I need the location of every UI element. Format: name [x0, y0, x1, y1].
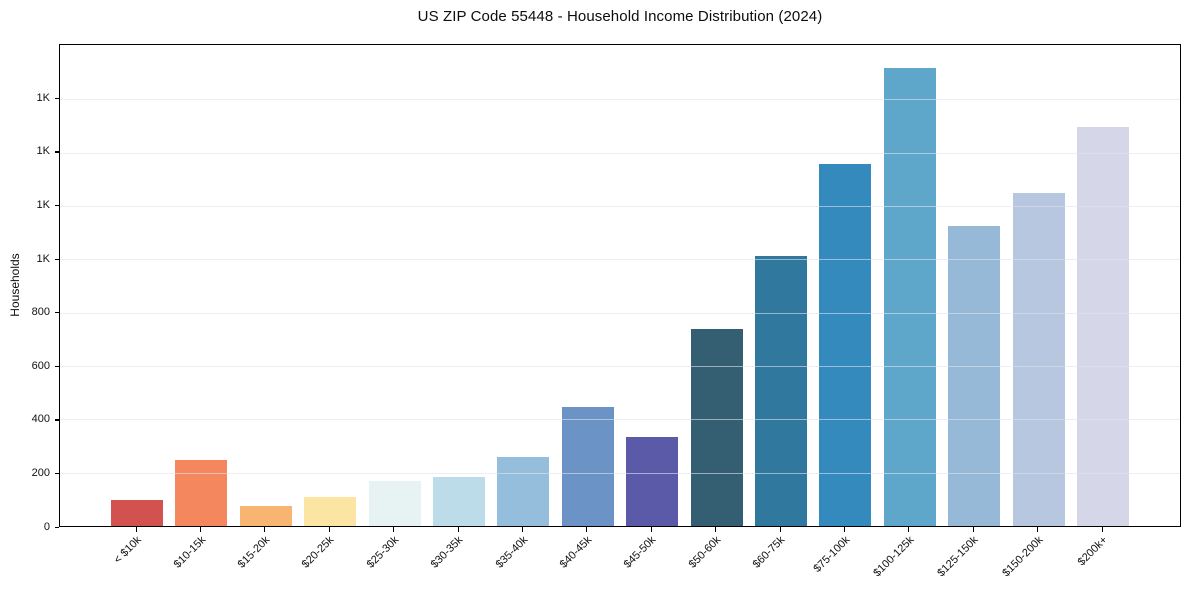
y-tick-label: 600: [31, 359, 50, 372]
x-tick-mark: [135, 527, 137, 532]
bar: [111, 500, 163, 526]
bar: [497, 457, 550, 526]
bar: [175, 459, 228, 526]
bar: [626, 437, 679, 526]
y-tick-label: 200: [31, 466, 50, 479]
gridline: [60, 419, 1180, 421]
x-tick-mark: [908, 527, 910, 532]
y-tick-label: 1K: [36, 252, 50, 265]
y-tick-mark: [55, 419, 59, 421]
bar: [948, 225, 1001, 526]
gridline: [60, 152, 1180, 154]
plot-area: [59, 44, 1181, 527]
x-tick-mark: [586, 527, 588, 532]
x-tick-label: $45-50k: [622, 534, 659, 571]
x-tick-mark: [264, 527, 266, 532]
x-tick-label: $30-35k: [428, 534, 466, 571]
x-tick-label: $15-20k: [235, 534, 273, 571]
y-axis: 0 200 400 600 800 1K 1K 1K 1K: [0, 44, 59, 533]
x-tick-label: < $10k: [111, 534, 144, 567]
x-tick-label: $40-45k: [557, 534, 595, 571]
y-tick-label: 1K: [36, 91, 50, 104]
bar: [755, 256, 807, 526]
x-tick-mark: [521, 527, 524, 532]
x-tick-mark: [199, 527, 202, 532]
x-tick-mark: [393, 527, 395, 532]
x-tick-mark: [715, 527, 717, 532]
x-tick-mark: [1101, 527, 1103, 532]
bar: [883, 67, 936, 526]
x-tick-mark: [779, 527, 781, 532]
x-axis: < $10k $10-15k $15-20k $20-25k $25-30k $30-35…: [59, 527, 1181, 590]
x-tick-mark: [328, 527, 330, 532]
y-tick-mark: [55, 526, 59, 528]
y-tick-mark: [55, 472, 59, 475]
x-tick-label: $35-40k: [493, 534, 530, 571]
x-tick-label: $125-150k: [935, 534, 981, 580]
x-tick-label: $50-60k: [686, 534, 724, 571]
x-tick-mark: [1037, 527, 1039, 532]
bar: [1012, 192, 1065, 526]
gridline: [60, 472, 1180, 474]
x-tick-label: $200k+: [1075, 534, 1110, 569]
x-tick-label: $100-125k: [871, 534, 917, 580]
y-tick-mark: [55, 97, 59, 100]
bar: [239, 506, 292, 526]
gridline: [60, 259, 1180, 261]
bar: [304, 497, 357, 526]
x-tick-label: $20-25k: [300, 534, 337, 571]
gridline: [60, 99, 1180, 101]
x-tick-label: $150-200k: [999, 534, 1046, 580]
bar: [690, 328, 743, 526]
bar: [561, 407, 614, 526]
bar: [819, 163, 872, 526]
x-tick-mark: [972, 527, 974, 532]
gridline: [60, 365, 1180, 367]
bar: [368, 481, 421, 526]
y-tick-label: 800: [31, 306, 50, 319]
x-tick-mark: [457, 527, 459, 532]
y-tick-label: 1K: [36, 199, 50, 212]
y-tick-label: 400: [31, 413, 50, 426]
x-tick-label: $25-30k: [364, 534, 402, 571]
y-tick-mark: [55, 151, 59, 153]
bar: [433, 477, 485, 526]
y-tick-label: 0: [43, 520, 50, 533]
y-tick-mark: [55, 258, 59, 260]
x-tick-label: $10-15k: [171, 534, 208, 571]
y-tick-mark: [55, 205, 59, 207]
y-tick-mark: [55, 365, 59, 367]
x-tick-label: $60-75k: [750, 534, 788, 571]
gridline: [60, 312, 1180, 314]
chart-title: US ZIP Code 55448 - Household Income Dis…: [417, 8, 823, 25]
bar: [1077, 126, 1129, 526]
y-tick-mark: [55, 312, 59, 314]
x-tick-label: $75-100k: [810, 534, 852, 575]
x-tick-mark: [843, 527, 846, 532]
gridline: [60, 205, 1180, 207]
x-tick-mark: [650, 527, 652, 532]
y-tick-label: 1K: [36, 145, 50, 158]
